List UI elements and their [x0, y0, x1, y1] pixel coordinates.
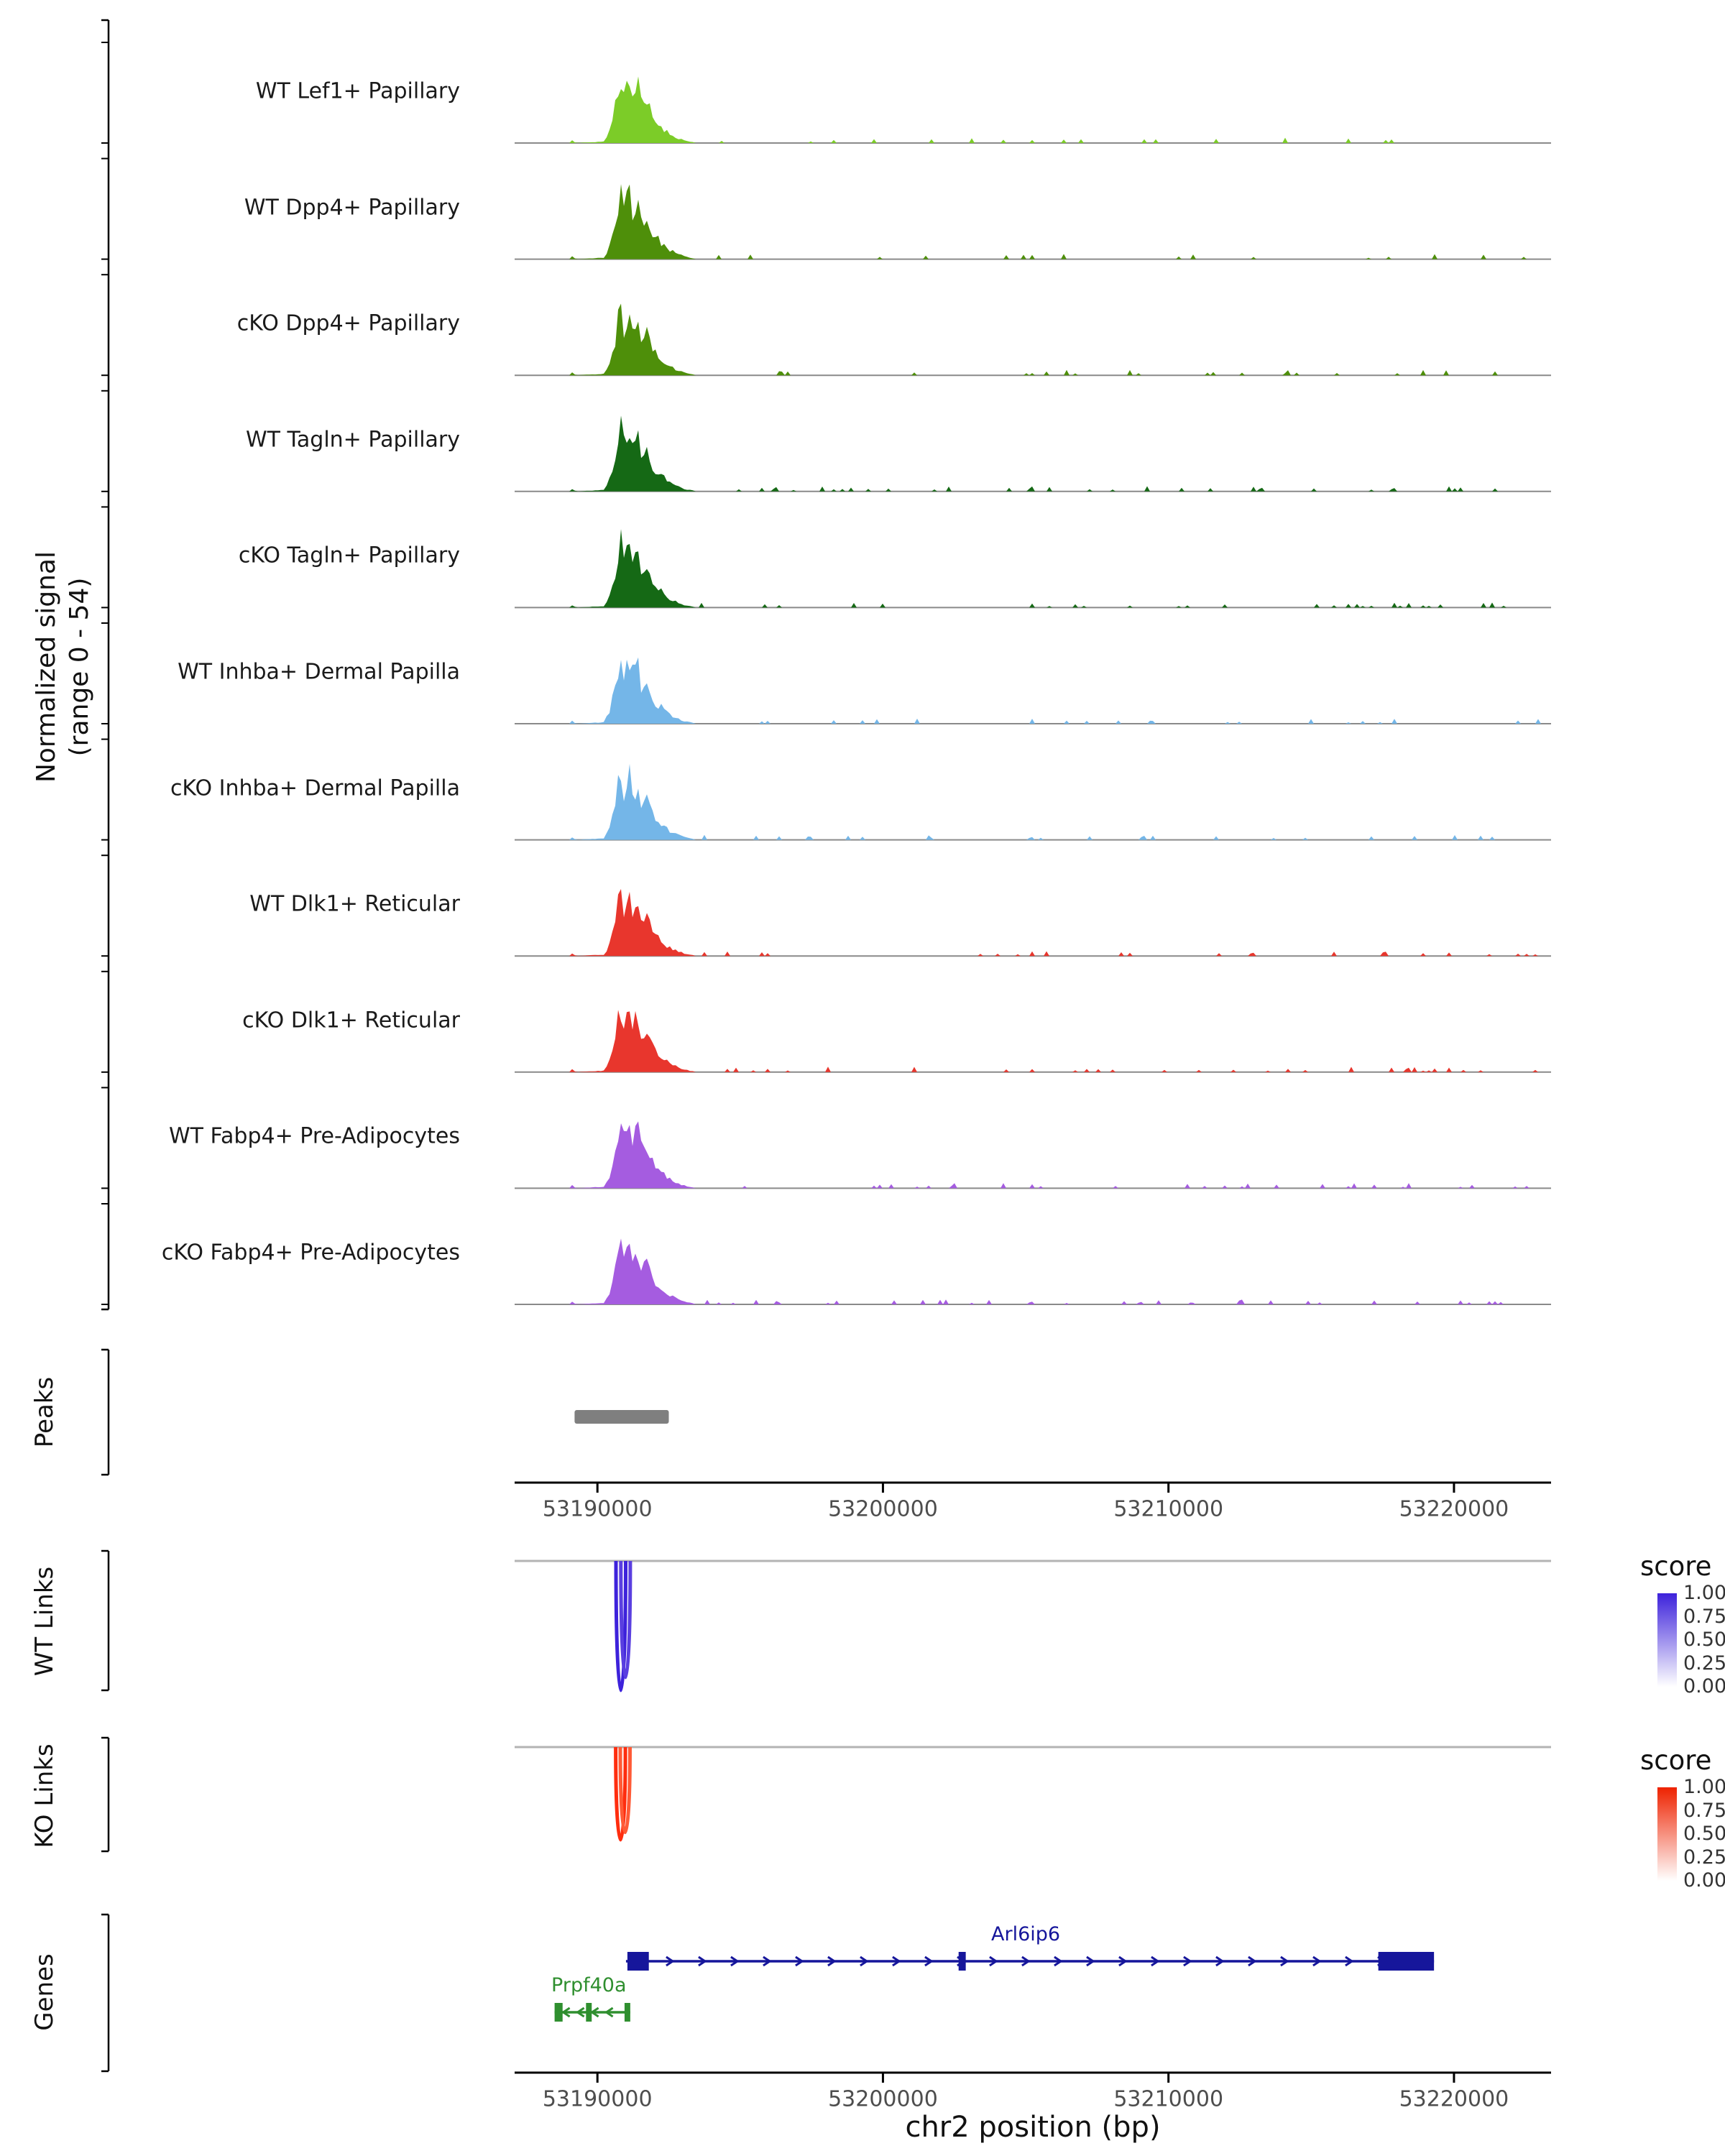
upper-x-axis [515, 1481, 1551, 1493]
ko-legend-tick-labels: 1.00 0.75 0.50 0.25 0.00 [1683, 1776, 1725, 1892]
signal-track-area [515, 76, 1551, 143]
signal-track-area [515, 764, 1551, 840]
signal-track-area [515, 529, 1551, 608]
signal-track [515, 657, 1551, 724]
signal-track-area [515, 1238, 1551, 1304]
signal-track-area [515, 415, 1551, 492]
link-loop [614, 1746, 627, 1842]
ko-links-axis-bracket [101, 1736, 110, 1853]
strand-arrows [561, 2007, 614, 2018]
gene-model [625, 1952, 1435, 1971]
signal-track [515, 415, 1551, 492]
genes-axis-bracket [101, 1913, 110, 2073]
gene-model [554, 2003, 630, 2022]
ko-links-track-label: KO Links [30, 1743, 59, 1848]
x-axis-title: chr2 position (bp) [905, 2111, 1161, 2144]
gene-exon [958, 1952, 966, 1971]
wt-links-axis-bracket [101, 1549, 110, 1692]
peaks-axis-bracket [101, 1348, 110, 1476]
signal-track-area [515, 1010, 1551, 1072]
signal-track [515, 1238, 1551, 1305]
signal-track [515, 184, 1551, 260]
signal-axis-bracket [101, 19, 110, 1311]
signal-track [515, 76, 1551, 144]
legend-tick-label: 0.50 [1683, 1823, 1725, 1845]
lower-x-axis [515, 2071, 1551, 2083]
wt-legend-title: score [1640, 1551, 1712, 1582]
link-loop [614, 1560, 627, 1692]
link-loop [618, 1746, 632, 1834]
link-loop [619, 1560, 632, 1680]
legend-tick-label: 0.25 [1683, 1846, 1725, 1869]
signal-track [515, 1010, 1551, 1073]
legend-tick-label: 0.25 [1683, 1651, 1725, 1674]
ko-links-track [515, 1746, 1551, 1842]
wt-legend-colorbar [1657, 1593, 1677, 1687]
legend-tick-label: 0.00 [1683, 1675, 1725, 1697]
legend-tick-label: 0.75 [1683, 1799, 1725, 1822]
gene-exon [554, 2003, 563, 2022]
legend-tick-label: 0.75 [1683, 1605, 1725, 1628]
wt-links-track-label: WT Links [30, 1566, 59, 1677]
signal-track [515, 1121, 1551, 1189]
wt-links-track [515, 1560, 1551, 1692]
ko-links-score-legend: score 1.00 0.75 0.50 0.25 0.00 [1630, 1745, 1725, 1890]
wt-legend-tick-labels: 1.00 0.75 0.50 0.25 0.00 [1683, 1582, 1725, 1697]
signal-track [515, 889, 1551, 957]
ko-legend-colorbar [1657, 1787, 1677, 1881]
signal-track [515, 303, 1551, 377]
signal-track-area [515, 657, 1551, 724]
signal-axis-label-line2: (range 0 - 54) [65, 577, 94, 757]
signal-track-area [515, 303, 1551, 376]
signal-track-area [515, 1121, 1551, 1189]
legend-tick-label: 1.00 [1683, 1776, 1725, 1798]
legend-tick-label: 1.00 [1683, 1582, 1725, 1604]
ko-legend-title: score [1640, 1745, 1712, 1776]
gene-exon [624, 2003, 630, 2022]
signal-track [515, 764, 1551, 841]
signal-track-area [515, 889, 1551, 957]
signal-axis-label-line1: Normalized signal [32, 550, 61, 783]
signal-axis-label: Normalized signal (range 0 - 54) [30, 551, 96, 783]
wt-links-score-legend: score 1.00 0.75 0.50 0.25 0.00 [1630, 1551, 1725, 1696]
peak-region-bar [574, 1410, 669, 1424]
signal-track [515, 529, 1551, 609]
genes-track-label: Genes [30, 1953, 59, 2031]
legend-tick-label: 0.50 [1683, 1628, 1725, 1651]
gene-exon [1378, 1952, 1435, 1971]
peaks-track-label: Peaks [30, 1376, 59, 1448]
gene-exon [586, 2003, 592, 2022]
signal-track-area [515, 184, 1551, 259]
legend-tick-label: 0.00 [1683, 1869, 1725, 1892]
gene-exon [627, 1952, 649, 1971]
